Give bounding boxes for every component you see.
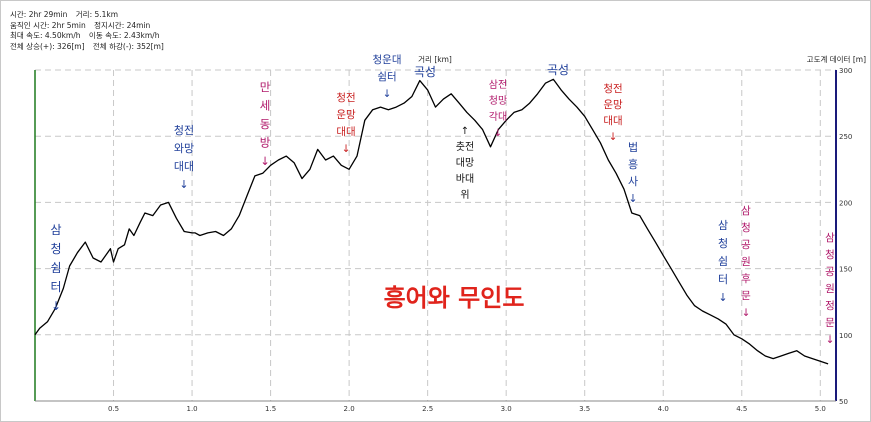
y-tick-label: 200: [839, 199, 852, 207]
stat-moving-time: 움직인 시간: 2hr 5min: [10, 20, 86, 30]
stat-distance: 거리: 5.1km: [75, 10, 119, 19]
annotation-label-1: 청전: [174, 124, 194, 137]
annotation-label-0: 쉼: [50, 261, 61, 275]
annotation-label-2: 세: [260, 99, 271, 113]
annotation-label-2: 동: [260, 117, 271, 131]
annotation-label-11: 쉼: [718, 255, 728, 268]
stat-max-speed: 최대 속도: 4.50km/h: [10, 31, 81, 40]
annotation-label-3: 운망: [336, 109, 356, 121]
annotation-label-12: ↓: [742, 307, 751, 319]
annotation-label-2: ↓: [260, 154, 270, 168]
x-tick-label: 3.5: [579, 405, 590, 413]
annotation-label-12: 문: [741, 290, 751, 302]
elevation-series-line: [34, 78, 829, 365]
stats-row-time: 시간: 2hr 29min 거리: 5.1km: [10, 10, 170, 21]
y-tick-label: 150: [839, 266, 852, 274]
annotation-label-3: ↓: [342, 143, 351, 155]
annotation-label-7: ↑: [461, 126, 469, 137]
stats-row-elevation: 전체 상승(+): 326[m] 전체 하강(-): 352[m]: [10, 42, 170, 53]
annotation-label-5: 곡성: [414, 65, 436, 79]
annotation-label-7: 춧전: [456, 141, 474, 153]
y-axis-label: 고도계 데이터 [m]: [807, 54, 866, 64]
annotation-label-10: ↓: [628, 192, 637, 205]
annotation-label-11: 터: [718, 273, 728, 286]
stats-row-moving: 움직인 시간: 2hr 5min 정지시간: 24min: [10, 21, 170, 32]
stats-row-speed: 최대 속도: 4.50km/h 이동 속도: 2.43km/h: [10, 31, 170, 42]
x-tick-label: 5.0: [815, 405, 826, 413]
annotation-label-0: 삼: [50, 223, 61, 237]
annotation-label-4: 쉼터: [377, 71, 396, 83]
y-tick-label: 100: [839, 332, 852, 340]
annotation-label-9: 청전: [603, 83, 622, 95]
annotation-label-11: 청: [718, 237, 728, 250]
x-tick-label: 0.5: [108, 405, 119, 413]
annotation-label-2: 방: [260, 136, 271, 150]
x-tick-label: 4.0: [658, 405, 669, 413]
annotation-label-13: 공: [825, 266, 835, 278]
annotation-label-6: 삼전: [489, 79, 507, 91]
annotation-label-2: 만: [260, 80, 271, 94]
annotation-label-1: 와망: [174, 142, 194, 155]
annotation-label-0: 터: [50, 280, 61, 294]
annotation-label-11: 삼: [718, 219, 728, 232]
annotation-label-9: 대대: [603, 115, 622, 127]
x-axis-label: 거리 [km]: [418, 55, 452, 64]
annotation-label-3: 대대: [336, 126, 355, 138]
track-stats: 시간: 2hr 29min 거리: 5.1km 움직인 시간: 2hr 5min…: [10, 10, 170, 52]
annotation-label-11: ↓: [718, 291, 727, 304]
annotation-label-4: ↓: [383, 88, 392, 100]
annotation-label-12: 청: [741, 222, 751, 234]
annotation-label-12: 삼: [741, 205, 751, 217]
annotation-label-1: 대대: [174, 160, 194, 173]
annotation-label-12: 원: [741, 256, 751, 268]
y-tick-label: 300: [839, 67, 852, 75]
annotation-label-1: ↓: [179, 178, 188, 191]
x-tick-label: 2.0: [344, 405, 355, 413]
x-tick-label: 4.5: [736, 405, 747, 413]
annotation-label-9: 운망: [603, 99, 623, 111]
annotation-label-13: 삼: [825, 232, 835, 244]
annotation-label-7: 대망: [456, 157, 474, 169]
annotation-label-10: 흥: [628, 157, 638, 171]
annotation-label-12: 공: [741, 239, 751, 251]
annotation-label-0: ↓: [51, 299, 61, 313]
annotation-label-9: ↓: [609, 131, 618, 143]
y-tick-label: 50: [839, 398, 848, 406]
annotation-label-12: 후: [741, 273, 751, 285]
x-tick-label: 3.0: [501, 405, 512, 413]
annotation-label-4: 청운대: [373, 54, 402, 66]
annotation-label-10: 사: [628, 175, 638, 188]
annotation-label-13: 문: [825, 317, 835, 329]
annotation-label-6: 청망: [489, 95, 507, 107]
annotation-label-10: 법: [628, 141, 638, 154]
annotation-label-7: 위: [460, 188, 469, 201]
annotation-label-13: 원: [825, 283, 835, 295]
annotation-label-8: 곡성: [547, 63, 569, 77]
annotation-label-6: ↓: [494, 128, 502, 139]
stat-stopped-time: 정지시간: 24min: [94, 20, 151, 30]
x-tick-label: 2.5: [422, 405, 433, 413]
watermark-text: 흥어와 무인도: [384, 284, 525, 312]
stat-total-ascent: 전체 상승(+): 326[m]: [10, 41, 85, 51]
annotation-label-13: 청: [825, 249, 835, 261]
annotation-label-6: 각대: [489, 111, 507, 123]
stat-total-descent: 전체 하강(-): 352[m]: [92, 41, 164, 51]
x-tick-label: 1.0: [186, 405, 197, 413]
annotation-label-3: 청전: [336, 92, 355, 104]
x-tick-label: 1.5: [265, 405, 276, 413]
stat-moving-speed: 이동 속도: 2.43km/h: [88, 31, 160, 40]
annotation-label-7: 바대: [456, 173, 474, 185]
y-tick-label: 250: [839, 133, 852, 141]
annotation-label-13: 정: [825, 300, 835, 312]
annotation-label-0: 청: [50, 242, 61, 256]
annotation-label-13: ↓: [826, 334, 835, 346]
stat-total-time: 시간: 2hr 29min: [10, 10, 68, 19]
